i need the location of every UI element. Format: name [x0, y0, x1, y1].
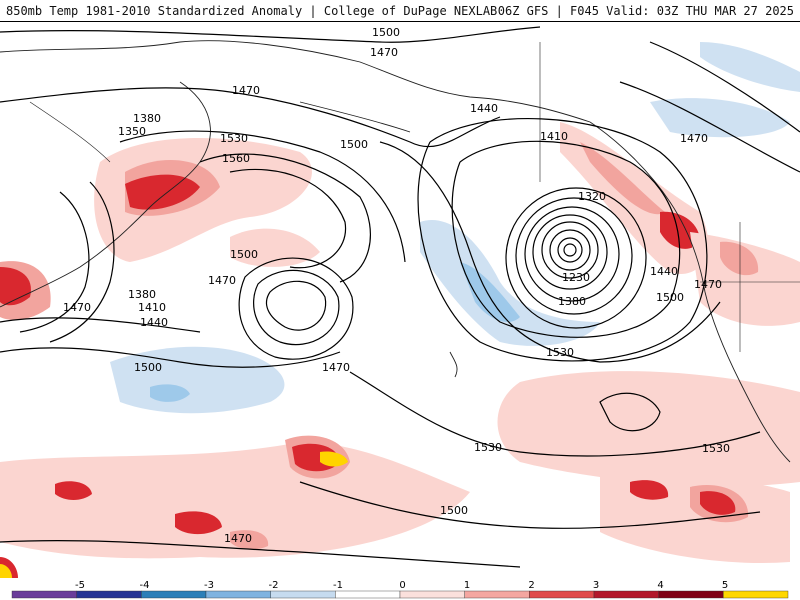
- warm-anomaly-region: [700, 491, 736, 515]
- colorbar-tick-label: 1: [464, 580, 470, 591]
- warm-anomaly-region: [230, 228, 320, 267]
- coastlines: [0, 40, 800, 463]
- colorbar-swatch: [11, 590, 77, 599]
- map-title: 850mb Temp 1981-2010 Standardized Anomal…: [6, 3, 498, 18]
- colorbar-swatch: [593, 590, 659, 599]
- colorbar-swatch: [270, 590, 336, 599]
- warm-anomaly-region: [580, 142, 665, 215]
- warm-anomaly-region: [175, 511, 222, 535]
- contour-label: 1470: [370, 46, 398, 59]
- contour-label: 1500: [340, 138, 368, 151]
- contour-label: 1470: [694, 278, 722, 291]
- warm-anomaly-region: [320, 451, 348, 467]
- colorbar-tick-label: -4: [140, 580, 150, 591]
- colorbar-tick-label: -1: [333, 580, 343, 591]
- warm-anomaly-region: [720, 241, 759, 276]
- colorbar-tick-label: -2: [269, 580, 279, 591]
- contour-label: 1500: [134, 361, 162, 374]
- warm-anomaly-region: [230, 530, 269, 550]
- cool-anomaly-region: [150, 384, 190, 402]
- colorbar-tick-label: 5: [722, 580, 728, 591]
- colorbar-tick-label: 4: [657, 580, 663, 591]
- map-header: 850mb Temp 1981-2010 Standardized Anomal…: [0, 0, 800, 22]
- contour-label: 1440: [650, 265, 678, 278]
- contour-label: 1500: [372, 26, 400, 39]
- contour-label: 1440: [140, 316, 168, 329]
- contour-label: 1380: [558, 295, 586, 308]
- anomaly-shading: [0, 42, 800, 578]
- contour-label: 1530: [474, 441, 502, 454]
- height-contours: [0, 26, 800, 568]
- contour-label: 1530: [702, 442, 730, 455]
- warm-anomaly-region: [125, 174, 200, 210]
- contour-label: 1530: [220, 132, 248, 145]
- cool-anomaly-region: [460, 262, 520, 322]
- warm-anomaly-region: [690, 232, 800, 326]
- contour-label: 1410: [138, 301, 166, 314]
- colorbar-tick-label: 2: [528, 580, 534, 591]
- warm-anomaly-region: [0, 442, 470, 559]
- contour-label: 1470: [224, 532, 252, 545]
- anomaly-colorbar: -5 -4 -3 -2 -1 0 1 2 3 4 5: [0, 578, 800, 600]
- contour-label: 1470: [680, 132, 708, 145]
- colorbar-swatch: [399, 590, 465, 599]
- cool-anomaly-region: [700, 42, 800, 92]
- colorbar-swatch: [529, 590, 595, 599]
- colorbar-ticks: -5 -4 -3 -2 -1 0 1 2 3 4 5: [75, 580, 728, 591]
- warm-anomaly-region: [497, 371, 800, 486]
- contour-label: 1380: [128, 288, 156, 301]
- contour-label: 1470: [63, 301, 91, 314]
- contour-label: 1500: [230, 248, 258, 261]
- contour-label: 1320: [578, 190, 606, 203]
- contour-label: 1230: [562, 271, 590, 284]
- contour-label: 1410: [540, 130, 568, 143]
- colorbar-tick-label: -5: [75, 580, 85, 591]
- warm-anomaly-region: [55, 481, 92, 500]
- colorbar-swatch: [723, 590, 789, 599]
- colorbar-swatch: [205, 590, 271, 599]
- cool-anomaly-region: [110, 346, 285, 414]
- colorbar-tick-label: 3: [593, 580, 599, 591]
- cool-anomaly-region: [650, 98, 790, 138]
- colorbar-swatch: [658, 590, 724, 599]
- colorbar-swatch: [464, 590, 530, 599]
- colorbar-tick-label: -3: [204, 580, 214, 591]
- warm-anomaly-region: [630, 480, 669, 500]
- cool-anomaly-region: [420, 220, 600, 346]
- contour-label: 1500: [656, 291, 684, 304]
- colorbar-swatch: [76, 590, 142, 599]
- contour-label: 1560: [222, 152, 250, 165]
- contour-label: 1500: [440, 504, 468, 517]
- contour-label: 1350: [118, 125, 146, 138]
- contour-label: 1470: [208, 274, 236, 287]
- anomaly-map: 1500 1470 1470 1440 1410 1380 1350 1530 …: [0, 26, 800, 578]
- warm-anomaly-region: [0, 564, 12, 578]
- colorbar-swatches: [11, 590, 789, 599]
- contour-label: 1470: [322, 361, 350, 374]
- contour-label: 1440: [470, 102, 498, 115]
- colorbar-swatch: [141, 590, 207, 599]
- contour-label: 1470: [232, 84, 260, 97]
- model-run-info: 06Z GFS | F045 Valid: 03Z THU MAR 27 202…: [497, 3, 794, 18]
- colorbar-tick-label: 0: [399, 580, 405, 591]
- contour-label: 1530: [546, 346, 574, 359]
- contour-labels: 1500 1470 1470 1440 1410 1380 1350 1530 …: [63, 26, 730, 545]
- colorbar-swatch: [335, 590, 401, 599]
- contour-label: 1380: [133, 112, 161, 125]
